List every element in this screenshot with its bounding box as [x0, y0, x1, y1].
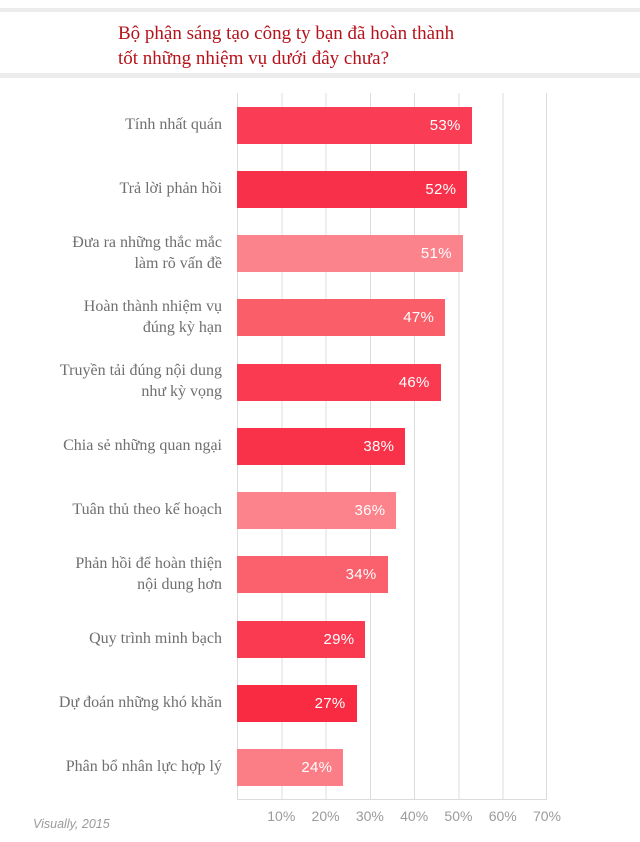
- bar-row: Trả lời phản hồi 52%: [0, 157, 640, 221]
- source-credit: Visually, 2015: [33, 817, 110, 831]
- top-divider: [0, 8, 640, 12]
- bar: 52%: [237, 170, 468, 208]
- bar: 34%: [237, 556, 388, 594]
- bar-row: Tuân thủ theo kế hoạch 36%: [0, 479, 640, 543]
- bar-value-label: 27%: [314, 695, 346, 713]
- bar: 27%: [237, 685, 357, 723]
- x-axis-tick: 60%: [488, 808, 517, 824]
- x-axis-tick: 50%: [444, 808, 473, 824]
- bar-value-label: 24%: [301, 759, 333, 777]
- title-divider: [0, 73, 640, 78]
- bar: 36%: [237, 492, 397, 530]
- bar: 51%: [237, 235, 463, 273]
- category-label: Phân bổ nhân lực hợp lý: [65, 758, 222, 776]
- bar-value-label: 36%: [354, 502, 386, 520]
- bar-row: Đưa ra những thắc mắc làm rõ vấn đề 51%: [0, 222, 640, 286]
- category-label: Đưa ra những thắc mắc làm rõ vấn đề: [72, 233, 222, 272]
- bar: 38%: [237, 427, 406, 465]
- bar-row: Tính nhất quán 53%: [0, 93, 640, 157]
- bar-value-label: 51%: [420, 245, 452, 263]
- bar-value-label: 29%: [323, 630, 355, 648]
- bar-value-label: 38%: [363, 437, 395, 455]
- category-label: Tuân thủ theo kế hoạch: [72, 501, 222, 519]
- category-label: Hoàn thành nhiệm vụ đúng kỳ hạn: [83, 298, 222, 336]
- bar-row: Hoàn thành nhiệm vụ đúng kỳ hạn 47%: [0, 286, 640, 350]
- bar: 24%: [237, 749, 344, 787]
- x-axis-tick: 20%: [311, 808, 340, 824]
- chart-title-line1: Bộ phận sáng tạo công ty bạn đã hoàn thà…: [118, 23, 455, 44]
- bar-chart: Tính nhất quán 53% Trả lời phản hồi 52% …: [0, 93, 640, 800]
- bar-value-label: 34%: [345, 566, 377, 584]
- bar: 46%: [237, 363, 441, 401]
- chart-title-line2: tốt những nhiệm vụ dưới đây chưa?: [118, 48, 390, 69]
- bar: 29%: [237, 620, 366, 658]
- bar-row: Phân bổ nhân lực hợp lý 24%: [0, 736, 640, 800]
- bar-row: Dự đoán những khó khăn 27%: [0, 671, 640, 735]
- bar-value-label: 47%: [403, 309, 435, 327]
- category-label: Phản hồi để hoàn thiện nội dung hơn: [75, 555, 222, 593]
- bar-row: Phản hồi để hoàn thiện nội dung hơn 34%: [0, 543, 640, 607]
- x-axis-tick: 10%: [267, 808, 296, 824]
- bar-row: Truyền tải đúng nội dung như kỳ vọng 46%: [0, 350, 640, 414]
- category-label: Quy trình minh bạch: [89, 629, 222, 647]
- x-axis: 10% 20% 30% 40% 50% 60% 70%: [237, 808, 561, 828]
- category-label: Trả lời phản hồi: [119, 180, 222, 197]
- bar-row: Chia sẻ những quan ngại 38%: [0, 414, 640, 478]
- category-label: Truyền tải đúng nội dung như kỳ vọng: [59, 362, 222, 401]
- bar: 53%: [237, 106, 472, 144]
- x-axis-tick: 70%: [532, 808, 562, 824]
- bar-value-label: 52%: [425, 180, 457, 198]
- bar: 47%: [237, 299, 446, 337]
- bar-value-label: 46%: [398, 373, 430, 391]
- bar-value-label: 53%: [429, 116, 461, 134]
- bar-row: Quy trình minh bạch 29%: [0, 607, 640, 671]
- x-axis-tick: 40%: [400, 808, 429, 824]
- category-label: Tính nhất quán: [125, 115, 222, 133]
- category-label: Dự đoán những khó khăn: [58, 694, 222, 712]
- category-label: Chia sẻ những quan ngại: [63, 437, 222, 455]
- chart-title: Bộ phận sáng tạo công ty bạn đã hoàn thà…: [118, 21, 518, 71]
- x-axis-tick: 30%: [355, 808, 384, 824]
